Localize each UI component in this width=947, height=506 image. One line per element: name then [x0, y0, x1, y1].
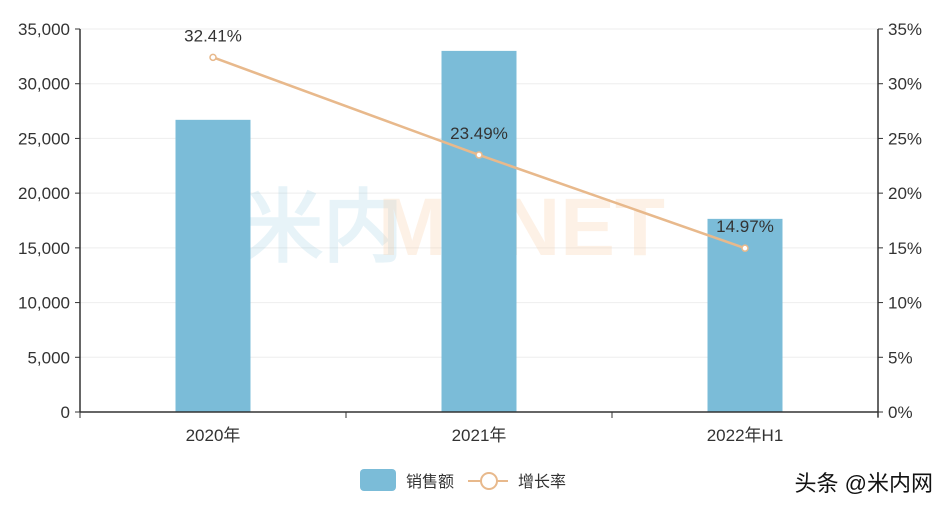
line-data-label: 14.97%	[716, 217, 774, 236]
line-point[interactable]	[741, 244, 749, 252]
legend-bar-swatch[interactable]	[360, 469, 396, 491]
combo-chart: 0 5,000 10,000 15,000 20,000 25,000 30,000 35,0…	[18, 20, 922, 445]
bar[interactable]	[175, 119, 251, 412]
right-axis-tick: 30%	[888, 75, 922, 94]
right-axis-tick: 15%	[888, 239, 922, 258]
right-axis-tick: 25%	[888, 129, 922, 148]
x-axis-label: 2021年	[452, 426, 507, 445]
left-axis-tick: 30,000	[18, 75, 70, 94]
left-axis-tick: 25,000	[18, 129, 70, 148]
left-axis-tick: 5,000	[27, 348, 70, 367]
line-data-label: 23.49%	[450, 124, 508, 143]
right-axis-tick: 20%	[888, 184, 922, 203]
x-axis-label: 2020年	[186, 426, 241, 445]
line-point[interactable]	[209, 53, 217, 62]
x-axis-label: 2022年H1	[707, 426, 784, 445]
line-data-label: 32.41%	[184, 26, 242, 45]
left-axis-tick: 15,000	[18, 239, 70, 258]
right-axis-tick: 10%	[888, 294, 922, 313]
line-point[interactable]	[475, 151, 483, 159]
left-axis-tick: 35,000	[18, 20, 70, 39]
watermark-en: MENET	[378, 182, 665, 273]
legend: 销售额 增长率	[360, 468, 566, 492]
right-axis-tick: 35%	[888, 20, 922, 39]
legend-line-label[interactable]: 增长率	[518, 474, 567, 491]
left-axis-tick: 0	[61, 403, 70, 422]
credit-text: 头条 @米内网	[794, 471, 933, 496]
left-axis-tick: 20,000	[18, 184, 70, 203]
legend-bar-label[interactable]: 销售额	[406, 474, 455, 491]
left-axis-tick: 10,000	[18, 294, 70, 313]
legend-line-swatch[interactable]	[468, 470, 509, 490]
right-axis-tick: 5%	[888, 348, 913, 367]
watermark-cn: 米内	[243, 181, 403, 274]
bar[interactable]	[441, 50, 517, 413]
right-axis-tick: 0%	[888, 403, 913, 422]
